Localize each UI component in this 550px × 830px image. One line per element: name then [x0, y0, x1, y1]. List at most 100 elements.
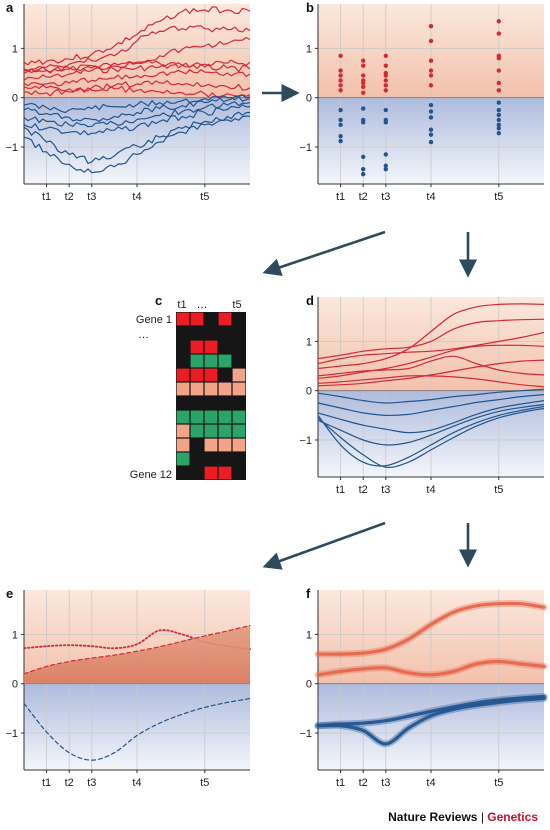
panel-b-scatter-chart: 1 0 −1 t1 t2 t3 t4 t5: [299, 4, 544, 203]
heatmap-cell: [176, 410, 190, 424]
panel-b-point-red: [383, 73, 388, 78]
heatmap-row-label: Gene 12: [130, 469, 172, 481]
panel-b-point-blue: [428, 127, 434, 132]
panel-b-y-tick-label: 1: [306, 43, 312, 55]
panel-b-point-red: [428, 23, 434, 29]
panel-b-y-tick-label: −1: [299, 142, 312, 154]
panel-b-point-blue: [496, 107, 501, 113]
panel-label-c: c: [155, 293, 162, 308]
panel-b-point-red: [383, 88, 388, 93]
panel-f-x-tick-label: t2: [359, 777, 368, 789]
heatmap-cell: [218, 438, 232, 452]
heatmap-row-label: Gene 1: [136, 314, 172, 326]
heatmap-cell: [204, 326, 218, 340]
panel-f-y-tick-label: −1: [299, 728, 312, 740]
heatmap-cell: [176, 382, 190, 396]
heatmap-cell: [176, 354, 190, 368]
panel-b-point-blue: [338, 117, 343, 123]
panel-e-x-tick-label: t1: [42, 777, 51, 789]
panel-b-point-blue: [496, 112, 501, 118]
heatmap-cell: [232, 354, 246, 368]
panel-a-series-line: [23, 85, 251, 98]
panel-b-point-red: [428, 38, 434, 44]
panel-b-point-blue: [496, 100, 501, 105]
heatmap-cell: [218, 382, 232, 396]
panel-f-band-line: [316, 696, 546, 746]
panel-d-series-line: [317, 407, 545, 468]
panel-b-point-blue: [428, 109, 434, 114]
heatmap-cell: [204, 368, 218, 382]
panel-f-x-tick-label: t3: [381, 777, 390, 789]
panel-d-series-line: [317, 331, 545, 365]
heatmap-cell: [218, 354, 232, 368]
panel-e-y-tick-label: −1: [5, 728, 18, 740]
panel-d-series-line: [317, 303, 545, 370]
panel-b-point-blue: [383, 152, 388, 157]
panel-d-x-tick-label: t3: [381, 484, 390, 496]
panel-d-series-line: [317, 403, 545, 446]
panel-c-heatmap: t1 … t5 Gene 1 … Gene 12: [130, 299, 246, 481]
heatmap-cell: [218, 452, 232, 466]
heatmap-cell: [204, 438, 218, 452]
panel-a-series-line: [23, 95, 251, 122]
panel-e-area-fill: [24, 625, 250, 684]
panel-d-x-tick-label: t1: [336, 484, 345, 496]
panel-b-point-red: [361, 90, 366, 95]
panel-b-point-red: [338, 83, 343, 88]
panel-b-x-tick-label: t1: [336, 191, 345, 203]
panel-d-series-line: [317, 388, 545, 404]
heatmap-background: [176, 312, 246, 480]
heatmap-cell: [190, 368, 204, 382]
heatmap-row-label: …: [138, 329, 149, 341]
heatmap-cell: [190, 466, 204, 480]
panel-d-y-tick-label: −1: [299, 435, 312, 447]
panel-d-series-line: [317, 359, 545, 387]
heatmap-cell: [204, 354, 218, 368]
panel-b-point-blue: [361, 154, 366, 160]
panel-a-series-line: [23, 80, 251, 92]
panel-b-point-red: [383, 63, 388, 68]
panel-label-f: f: [306, 586, 311, 601]
panel-b-point-blue: [428, 102, 434, 108]
panel-label-e: e: [6, 586, 13, 601]
panel-b-point-red: [338, 78, 343, 83]
panel-a-series-line: [23, 59, 251, 81]
panel-d-series-line: [317, 318, 545, 360]
heatmap-cell: [204, 312, 218, 326]
heatmap-cell: [232, 326, 246, 340]
panel-b-point-red: [496, 31, 501, 36]
heatmap-cell: [190, 424, 204, 438]
panel-d-x-tick-label: t2: [359, 484, 368, 496]
panel-b-point-blue: [496, 126, 501, 131]
panel-a-series-line: [23, 104, 251, 136]
heatmap-cell: [190, 312, 204, 326]
panel-a-y-tick-label: 0: [12, 93, 18, 105]
panel-a-series-line: [23, 111, 251, 165]
heatmap-cell: [190, 382, 204, 396]
panel-a-x-tick-label: t1: [42, 191, 51, 203]
panel-f-x-tick-label: t5: [494, 777, 503, 789]
heatmap-cell: [232, 466, 246, 480]
panel-b-point-red: [361, 63, 366, 68]
heatmap-cell: [190, 396, 204, 410]
heatmap-cell: [232, 410, 246, 424]
panel-b-point-red: [428, 83, 434, 88]
panel-label-b: b: [306, 0, 314, 15]
heatmap-cell: [218, 312, 232, 326]
panel-b-point-red: [428, 58, 434, 63]
panel-f-x-tick-label: t4: [426, 777, 435, 789]
heatmap-cell: [176, 438, 190, 452]
panel-b-point-blue: [361, 167, 366, 172]
panel-a-x-tick-label: t5: [200, 191, 209, 203]
heatmap-cell: [218, 410, 232, 424]
panel-b-point-blue: [496, 117, 501, 123]
panel-b-point-blue: [338, 138, 343, 144]
heatmap-cell: [176, 368, 190, 382]
heatmap-cell: [218, 396, 232, 410]
panel-a-series-line: [23, 59, 251, 74]
panel-b-point-blue: [428, 139, 434, 145]
panel-b-point-red: [338, 53, 343, 58]
credit-journal: Nature Reviews: [388, 810, 478, 824]
panel-label-a: a: [6, 0, 14, 15]
